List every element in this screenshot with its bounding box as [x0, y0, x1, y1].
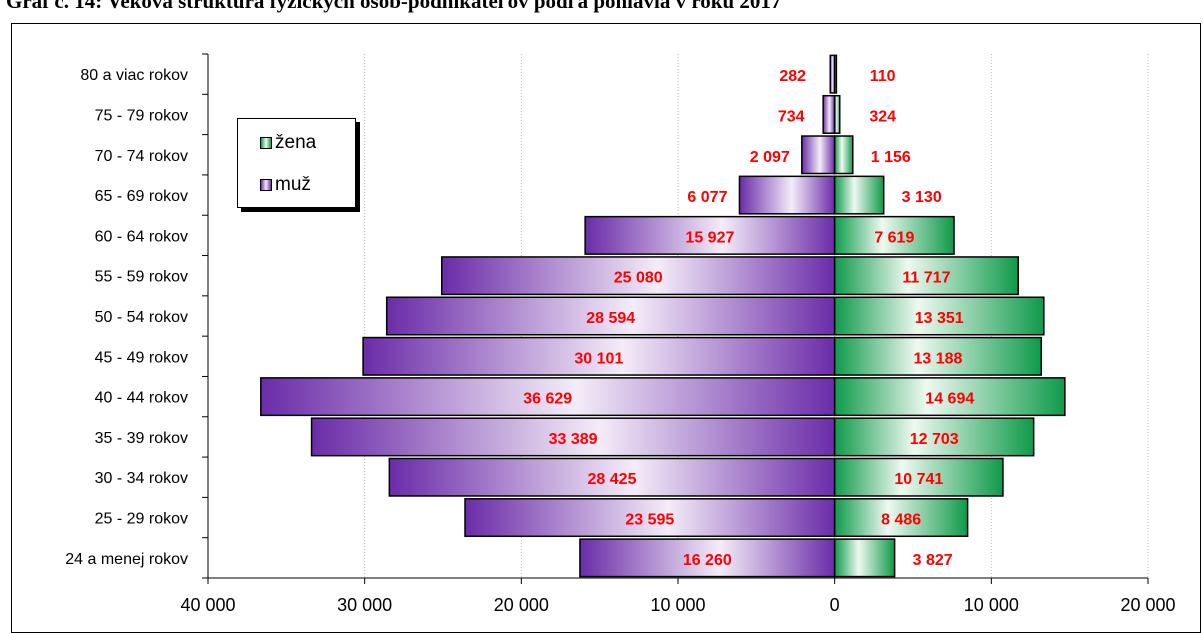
- bar-male: [440, 256, 836, 296]
- legend-swatch-female: [260, 137, 272, 149]
- data-label-female: 8 486: [881, 512, 921, 529]
- bar-female: [833, 538, 896, 578]
- bar-female: [833, 498, 969, 538]
- x-tick-label: 20 000: [494, 595, 549, 615]
- bar-female: [833, 336, 1043, 376]
- data-label-female: 11 717: [902, 270, 950, 287]
- category-label: 60 - 64 rokov: [95, 228, 188, 245]
- bar-female: [833, 135, 854, 175]
- data-label-female: 3 827: [913, 552, 953, 569]
- category-label: 75 - 79 rokov: [95, 107, 188, 124]
- legend-label-male: muž: [275, 174, 311, 195]
- x-tick-label: 10 000: [964, 595, 1019, 615]
- bar-male: [801, 135, 836, 175]
- data-label-female: 13 351: [915, 310, 964, 327]
- bar-male: [385, 296, 836, 336]
- category-label: 70 - 74 rokov: [95, 148, 188, 165]
- data-label-male: 30 101: [574, 350, 623, 367]
- category-label: 25 - 29 rokov: [95, 511, 188, 528]
- data-label-female: 12 703: [910, 431, 959, 448]
- data-label-female: 3 130: [902, 189, 942, 206]
- data-label-male: 16 260: [683, 552, 732, 569]
- category-label: 50 - 54 rokov: [95, 309, 188, 326]
- x-tick-label: 20 000: [1120, 595, 1175, 615]
- category-label: 55 - 59 rokov: [95, 269, 188, 286]
- data-label-female: 324: [869, 108, 896, 125]
- x-tick-label: 30 000: [337, 595, 392, 615]
- data-label-male: 28 594: [586, 310, 635, 327]
- data-label-female: 10 741: [894, 471, 943, 488]
- bar-female: [833, 296, 1045, 336]
- x-tick-label: 40 000: [180, 595, 235, 615]
- bar-female: [833, 54, 838, 94]
- data-label-male: 28 425: [588, 471, 637, 488]
- bar-male: [464, 498, 836, 538]
- data-label-male: 36 629: [523, 391, 572, 408]
- data-label-male: 734: [778, 108, 805, 125]
- x-tick-label: 10 000: [650, 595, 705, 615]
- bar-female: [833, 457, 1004, 497]
- legend-swatch-male: [260, 179, 272, 191]
- bar-male: [362, 336, 836, 376]
- category-label: 80 a viac rokov: [80, 67, 188, 84]
- category-label: 40 - 44 rokov: [95, 390, 188, 407]
- category-label: 30 - 34 rokov: [95, 470, 188, 487]
- bar-female: [833, 94, 841, 134]
- chart-legend: žena muž: [237, 118, 356, 208]
- bar-female: [833, 256, 1019, 296]
- chart-title: Graf č. 14: Veková štruktúra fyzických o…: [6, 0, 782, 13]
- legend-item-female: žena: [260, 131, 316, 155]
- data-label-female: 13 188: [914, 350, 963, 367]
- data-label-female: 110: [870, 68, 896, 85]
- bar-male: [584, 215, 836, 255]
- data-label-male: 25 080: [614, 270, 663, 287]
- data-label-male: 282: [779, 68, 806, 85]
- data-label-male: 23 595: [625, 512, 674, 529]
- data-label-female: 7 619: [874, 229, 914, 246]
- category-label: 65 - 69 rokov: [95, 188, 188, 205]
- x-tick-label: 0: [830, 595, 840, 615]
- data-label-female: 14 694: [925, 391, 974, 408]
- legend-item-male: muž: [260, 173, 311, 197]
- bar-male: [579, 538, 836, 578]
- category-label: 24 a menej rokov: [65, 551, 188, 568]
- legend-label-female: žena: [275, 132, 317, 153]
- data-label-male: 6 077: [687, 189, 727, 206]
- bar-female: [833, 377, 1066, 417]
- data-label-male: 15 927: [685, 229, 734, 246]
- bar-female: [833, 215, 955, 255]
- data-label-female: 1 156: [871, 149, 911, 166]
- category-label: 45 - 49 rokov: [95, 349, 188, 366]
- bar-female: [833, 417, 1035, 457]
- bar-male: [738, 175, 836, 215]
- bar-female: [833, 175, 885, 215]
- bar-male: [822, 94, 836, 134]
- data-label-male: 2 097: [750, 149, 790, 166]
- category-label: 35 - 39 rokov: [95, 430, 188, 447]
- data-label-male: 33 389: [549, 431, 598, 448]
- bar-male: [310, 417, 836, 457]
